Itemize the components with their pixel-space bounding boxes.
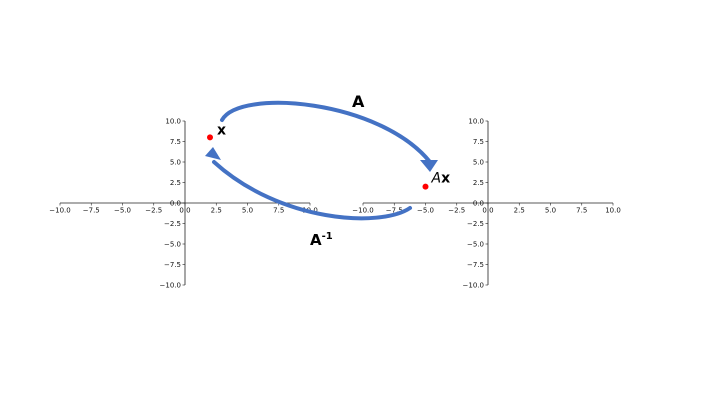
- left-y-tick-label: 2.5: [170, 179, 181, 187]
- right-x-tick-label: 5.0: [545, 207, 556, 215]
- left-y-tick-label: −7.5: [164, 261, 181, 269]
- inverse-label-sup: -1: [322, 231, 333, 242]
- right-x-tick-label: −2.5: [448, 207, 465, 215]
- vector-ax-label: Ax: [431, 171, 451, 187]
- inverse-label-base: A: [310, 231, 322, 249]
- vector-x-point: [207, 134, 213, 141]
- inverse-arrowhead-icon: [205, 147, 221, 160]
- right-x-tick-label: −10.0: [352, 207, 373, 215]
- vector-x-label: x: [217, 122, 226, 138]
- vector-ax-label-x: x: [441, 171, 450, 187]
- right-y-tick-label: −7.5: [467, 261, 484, 269]
- right-y-tick-label: 5.0: [473, 159, 484, 167]
- left-x-tick-label: 0.0: [179, 207, 190, 215]
- right-x-tick-label: −7.5: [386, 207, 403, 215]
- right-y-tick-label: 2.5: [473, 179, 484, 187]
- left-x-tick-label: 2.5: [211, 207, 222, 215]
- left-y-tick-label: 10.0: [165, 118, 181, 126]
- inverse-transform-label: A-1: [310, 231, 333, 249]
- right-y-tick-label: −5.0: [467, 241, 484, 249]
- forward-arrow-arc: [220, 100, 432, 164]
- vector-ax-point: [422, 183, 429, 190]
- right-y-tick-label: −2.5: [467, 220, 484, 228]
- forward-transform-label: A: [352, 92, 365, 111]
- left-y-tick-label: 0.0: [170, 200, 181, 208]
- right-plot: −10.0 −7.5 −5.0 −2.5 0.0 2.5 5.0 7.5 10.0 10.0 7.…: [352, 118, 621, 290]
- right-y-tick-label: 0.0: [473, 200, 484, 208]
- left-plot: −10.0 −7.5 −5.0 −2.5 0.0 2.5 5.0 7.5 10.0 10.07.…: [49, 118, 318, 290]
- vector-ax-label-a: A: [431, 171, 442, 187]
- left-y-tick-label: 7.5: [170, 138, 181, 146]
- left-x-tick-label: −7.5: [83, 207, 100, 215]
- left-x-tick-label: −5.0: [114, 207, 131, 215]
- left-y-tick-label: −10.0: [160, 282, 181, 290]
- forward-arrowhead-icon: [420, 160, 438, 172]
- left-y-tick-label: −5.0: [164, 241, 181, 249]
- left-x-tick-label: 5.0: [242, 207, 253, 215]
- right-y-tick-label: 7.5: [473, 138, 484, 146]
- right-x-tick-label: 7.5: [576, 207, 587, 215]
- left-y-tick-label: 5.0: [170, 159, 181, 167]
- left-x-tick-label: −10.0: [49, 207, 70, 215]
- right-x-tick-label: 0.0: [482, 207, 493, 215]
- left-x-tick-label: −2.5: [145, 207, 162, 215]
- right-x-tick-label: −5.0: [417, 207, 434, 215]
- right-y-tick-label: −10.0: [463, 282, 484, 290]
- right-x-tick-label: 2.5: [514, 207, 525, 215]
- left-y-tick-label: −2.5: [164, 220, 181, 228]
- left-x-tick-label: 7.5: [273, 207, 284, 215]
- inverse-arrow-arc: [212, 160, 412, 221]
- right-y-tick-label: 10.0: [468, 118, 484, 126]
- right-x-tick-label: 10.0: [605, 207, 621, 215]
